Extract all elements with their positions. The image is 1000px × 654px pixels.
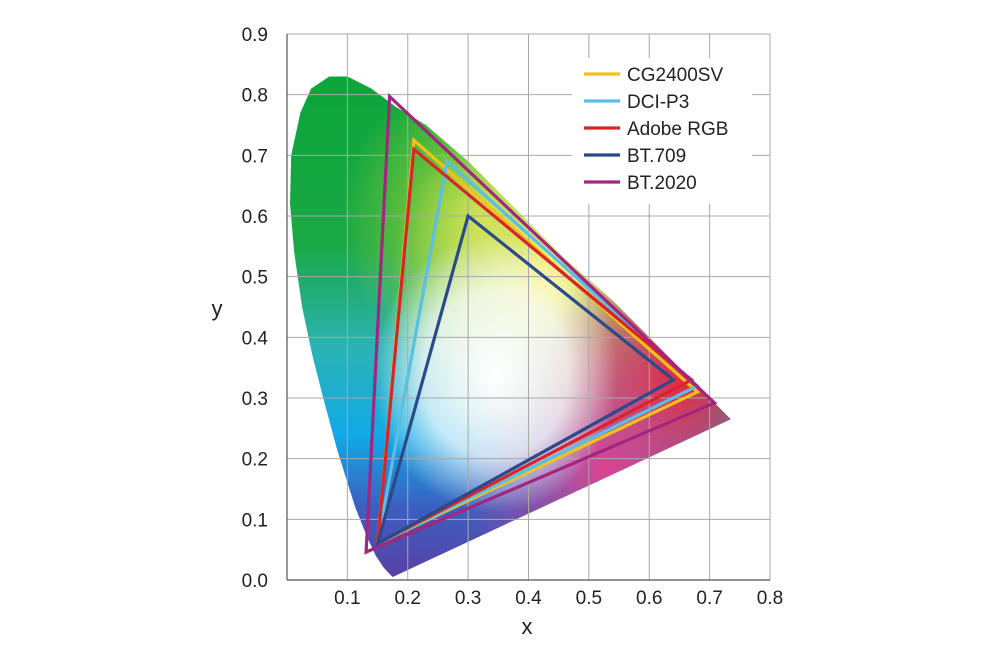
x-tick-label: 0.1 — [334, 588, 360, 609]
y-tick-label: 0.0 — [242, 571, 268, 592]
x-tick-label: 0.7 — [696, 588, 722, 609]
gamut-triangle-bt-709 — [375, 213, 677, 547]
legend-label: DCI-P3 — [627, 92, 689, 113]
legend-label: BT.709 — [627, 146, 686, 167]
legend-box — [572, 58, 752, 204]
legend: CG2400SV DCI-P3 Adobe RGB BT.709 BT.2020 — [572, 58, 752, 204]
x-tick-label: 0.5 — [576, 588, 602, 609]
y-tick-label: 0.5 — [242, 268, 268, 289]
gamut-triangles — [364, 92, 718, 555]
legend-label: Adobe RGB — [627, 119, 728, 140]
x-tick-label: 0.2 — [395, 588, 421, 609]
y-tick-label: 0.2 — [242, 450, 268, 471]
y-tick-label: 0.6 — [242, 207, 268, 228]
y-tick-label: 0.3 — [242, 389, 268, 410]
x-axis-title: x — [522, 614, 533, 639]
gamut-triangle-dci-p3 — [375, 158, 701, 547]
legend-label: BT.2020 — [627, 173, 697, 194]
y-axis-title: y — [212, 296, 223, 321]
gamut-triangle-adobe-rgb — [375, 146, 695, 547]
plot-grid — [286, 33, 771, 581]
x-tick-label: 0.3 — [455, 588, 481, 609]
legend-label: CG2400SV — [627, 65, 723, 86]
y-tick-label: 0.1 — [242, 510, 268, 531]
x-tick-label: 0.4 — [515, 588, 542, 609]
y-tick-label: 0.4 — [242, 328, 269, 349]
y-tick-label: 0.8 — [242, 86, 268, 107]
y-tick-label: 0.9 — [242, 25, 268, 46]
y-tick-label: 0.7 — [242, 146, 268, 167]
y-axis-ticks: 0.0 0.1 0.2 0.3 0.4 0.5 0.6 0.7 0.8 0.9 — [242, 25, 269, 592]
gamut-triangle-bt-2020 — [364, 92, 718, 555]
x-axis-ticks: 0.1 0.2 0.3 0.4 0.5 0.6 0.7 0.8 — [334, 588, 783, 609]
x-tick-label: 0.6 — [636, 588, 662, 609]
x-tick-label: 0.8 — [757, 588, 783, 609]
